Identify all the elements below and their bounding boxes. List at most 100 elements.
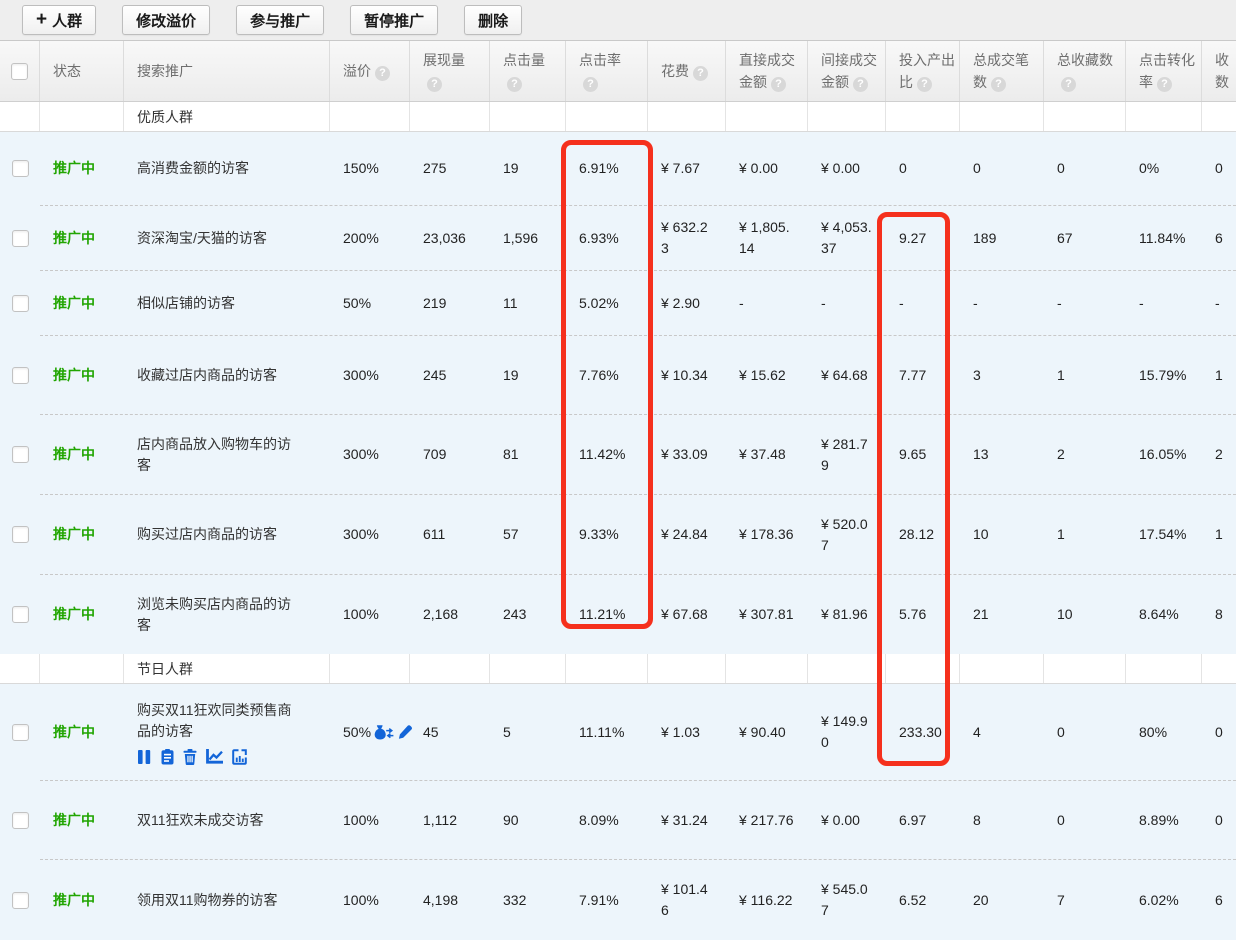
crowd-name[interactable]: 购买双11狂欢同类预售商品的访客	[137, 701, 292, 739]
cell-impressions: 45	[423, 723, 439, 740]
checkbox-cell	[0, 606, 40, 623]
crowd-name-cell: 资深淘宝/天猫的访客	[124, 228, 330, 249]
cell-cost: ¥ 31.24	[661, 811, 708, 828]
crowd-name[interactable]: 高消费金额的访客	[137, 160, 249, 176]
crowd-name[interactable]: 资深淘宝/天猫的访客	[137, 229, 267, 246]
column-header-cost: 花费?	[648, 41, 726, 101]
table-row: 推广中 双11狂欢未成交访客 100% 1,112 90 8.09% ¥ 31.24 ¥ 21…	[0, 781, 1236, 859]
row-checkbox[interactable]	[11, 160, 29, 177]
cell-ctr: 6.91%	[579, 160, 619, 176]
cell-cost: ¥ 2.90	[661, 294, 700, 311]
premium-cell: 200%	[330, 228, 410, 249]
cell-impressions: 709	[423, 446, 447, 462]
row-checkbox[interactable]	[11, 294, 29, 312]
crowd-name[interactable]: 双11狂欢未成交访客	[137, 811, 264, 828]
pause-icon[interactable]	[137, 749, 152, 765]
cell-clicks: 243	[503, 606, 527, 622]
delete-button[interactable]: 删除	[464, 5, 523, 35]
help-icon[interactable]: ?	[375, 66, 390, 81]
checkbox-cell	[0, 294, 40, 312]
cell-orders: 0	[973, 160, 981, 176]
cell-ctr: 7.76%	[579, 366, 619, 383]
premium-value: 300%	[343, 366, 379, 383]
delete-icon[interactable]	[183, 748, 197, 765]
help-icon[interactable]: ?	[1061, 77, 1076, 92]
row-checkbox[interactable]	[11, 446, 29, 463]
cell-indirect: ¥ 281.79	[821, 435, 868, 473]
status-badge: 推广中	[53, 366, 95, 383]
money-bag-icon[interactable]	[373, 724, 395, 741]
cell-orders: -	[973, 294, 978, 311]
crowd-name[interactable]: 收藏过店内商品的访客	[137, 366, 277, 383]
premium-cell: 100%	[330, 810, 410, 831]
cell-indirect: ¥ 545.07	[821, 881, 868, 918]
cell-favorites: -	[1057, 294, 1062, 311]
help-icon[interactable]: ?	[771, 77, 786, 92]
table-row: 推广中 购买双11狂欢同类预售商品的访客 50% 45 5 11.11% ¥ 1.03 ¥ 9…	[0, 684, 1236, 780]
note-icon[interactable]	[161, 748, 174, 765]
cell-impressions: 23,036	[423, 229, 466, 246]
premium-value: 200%	[343, 229, 379, 246]
table-row: 推广中 资深淘宝/天猫的访客 200% 23,036 1,596 6.93% ¥ 632.2…	[0, 206, 1236, 270]
pause-promotion-button[interactable]: 暂停推广	[350, 5, 439, 35]
row-checkbox[interactable]	[11, 526, 29, 543]
cell-cost: ¥ 7.67	[661, 160, 700, 176]
help-icon[interactable]: ?	[693, 66, 708, 81]
report-icon[interactable]	[232, 748, 247, 765]
row-checkbox[interactable]	[11, 811, 29, 829]
section-cell	[726, 102, 808, 131]
select-all-checkbox[interactable]	[11, 62, 28, 80]
cell-favorites: 1	[1057, 526, 1065, 542]
cell-orders: 20	[973, 891, 989, 908]
help-icon[interactable]: ?	[1157, 77, 1172, 92]
help-icon[interactable]: ?	[917, 77, 932, 92]
cell-orders: 189	[973, 229, 997, 246]
edit-icon[interactable]	[397, 724, 413, 740]
modify-premium-button[interactable]: 修改溢价	[122, 5, 211, 35]
premium-value: 50%	[343, 723, 372, 740]
section-cell	[1044, 102, 1126, 131]
crowd-name[interactable]: 领用双11购物券的访客	[137, 891, 278, 908]
join-promotion-button[interactable]: 参与推广	[236, 5, 325, 35]
help-icon[interactable]: ?	[427, 77, 442, 92]
section-label: 优质人群	[124, 102, 330, 131]
cell-impressions: 2,168	[423, 606, 459, 622]
row-checkbox[interactable]	[11, 723, 29, 741]
cell-orders: 8	[973, 811, 981, 828]
section-cell	[960, 102, 1044, 131]
cell-clicks: 5	[503, 723, 511, 740]
help-icon[interactable]: ?	[507, 77, 522, 92]
section-cell	[490, 654, 566, 683]
cell-cost: ¥ 10.34	[661, 366, 708, 383]
help-icon[interactable]: ?	[853, 77, 868, 92]
button-label: 人群	[52, 12, 83, 30]
status-badge: 推广中	[53, 446, 95, 462]
help-icon[interactable]: ?	[991, 77, 1006, 92]
row-checkbox[interactable]	[11, 606, 29, 623]
status-cell: 推广中	[40, 444, 124, 465]
premium-cell: 150%	[330, 158, 410, 179]
trend-icon[interactable]	[206, 748, 223, 765]
cell-favorites: 7	[1057, 891, 1065, 908]
cell-indirect: ¥ 81.96	[821, 606, 868, 622]
cell-extra: 0	[1215, 723, 1223, 740]
cell-ctr: 8.09%	[579, 811, 619, 828]
section-row: 节日人群	[0, 654, 1236, 684]
row-checkbox[interactable]	[11, 366, 29, 384]
cell-clicks: 19	[503, 366, 519, 383]
crowd-name[interactable]: 浏览未购买店内商品的访客	[137, 595, 291, 633]
row-checkbox[interactable]	[11, 229, 29, 247]
crowd-name[interactable]: 购买过店内商品的访客	[137, 526, 277, 542]
cell-extra: 0	[1215, 160, 1223, 176]
cell-clicks: 332	[503, 891, 527, 908]
premium-cell: 300%	[330, 444, 410, 465]
help-icon[interactable]: ?	[583, 77, 598, 92]
cell-direct: -	[739, 294, 744, 311]
crowd-name[interactable]: 相似店铺的访客	[137, 294, 235, 311]
column-header-premium: 溢价?	[330, 41, 410, 101]
crowd-table: 状态 搜索推广 溢价? 展现量? 点击量? 点击率? 花费? 直接成交 金额? 间接成交 金额? 投入…	[0, 40, 1236, 940]
add-crowd-button[interactable]: + 人群	[22, 5, 97, 35]
cell-direct: ¥ 217.76	[739, 811, 794, 828]
status-cell: 推广中	[40, 890, 124, 911]
crowd-name[interactable]: 店内商品放入购物车的访客	[137, 435, 291, 473]
